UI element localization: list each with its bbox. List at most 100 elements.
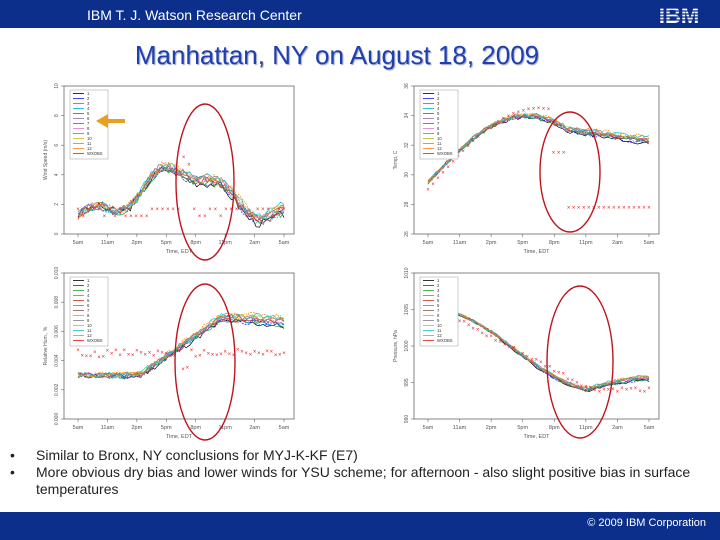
header-title: IBM T. J. Watson Research Center bbox=[87, 7, 302, 23]
obs-marker: × bbox=[466, 144, 470, 150]
legend-label: 7 bbox=[87, 308, 90, 313]
obs-marker: × bbox=[261, 207, 265, 213]
legend-label: 12 bbox=[437, 146, 442, 151]
obs-marker: × bbox=[620, 386, 624, 392]
obs-marker: × bbox=[638, 389, 642, 395]
obs-marker: × bbox=[517, 110, 521, 116]
obs-marker: × bbox=[647, 205, 651, 211]
obs-marker: × bbox=[572, 205, 576, 211]
obs-marker: × bbox=[80, 353, 84, 359]
legend-box bbox=[69, 89, 109, 160]
obs-marker: × bbox=[177, 348, 181, 354]
model-series-line bbox=[427, 112, 650, 183]
obs-marker: × bbox=[607, 205, 611, 211]
obs-marker: × bbox=[240, 207, 244, 213]
obs-marker: × bbox=[522, 108, 526, 114]
y-tick-label: 30 bbox=[404, 172, 410, 178]
obs-marker: × bbox=[232, 353, 236, 359]
x-tick-label: 5pm bbox=[517, 425, 528, 431]
obs-marker: × bbox=[539, 360, 543, 366]
obs-marker: × bbox=[527, 107, 531, 113]
legend-label: 6 bbox=[87, 303, 90, 308]
x-tick-label: 5am bbox=[73, 425, 84, 431]
obs-marker: × bbox=[224, 207, 228, 213]
obs-marker: × bbox=[616, 389, 620, 395]
legend-label: 11 bbox=[437, 328, 442, 333]
x-tick-label: 5am bbox=[644, 240, 655, 246]
obs-marker: × bbox=[548, 365, 552, 371]
obs-marker: × bbox=[553, 370, 557, 376]
obs-marker: × bbox=[124, 214, 128, 220]
obs-marker: × bbox=[532, 107, 536, 113]
obs-marker: × bbox=[103, 214, 107, 220]
obs-marker: × bbox=[557, 371, 561, 377]
legend-label: 1 bbox=[437, 91, 440, 96]
obs-marker: × bbox=[150, 207, 154, 213]
obs-marker: × bbox=[190, 348, 194, 354]
footer-bar: © 2009 IBM Corporation bbox=[0, 512, 720, 540]
obs-marker: × bbox=[637, 205, 641, 211]
legend-label: 10 bbox=[437, 136, 442, 141]
obs-marker: × bbox=[580, 384, 584, 390]
obs-marker: × bbox=[441, 170, 445, 176]
y-tick-label: 10 bbox=[54, 83, 60, 89]
obs-marker: × bbox=[476, 135, 480, 141]
obs-marker: × bbox=[643, 390, 647, 396]
legend-label: 2 bbox=[87, 283, 90, 288]
y-tick-label: 34 bbox=[404, 113, 410, 119]
obs-marker: × bbox=[642, 205, 646, 211]
x-axis-label: Time, EDT bbox=[523, 249, 550, 255]
obs-marker: × bbox=[76, 348, 80, 354]
obs-marker: × bbox=[502, 117, 506, 123]
obs-marker: × bbox=[602, 205, 606, 211]
x-axis-label: Time, EDT bbox=[166, 434, 193, 440]
y-tick-label: 0.008 bbox=[54, 296, 60, 309]
model-series-line bbox=[427, 112, 650, 182]
obs-marker: × bbox=[456, 154, 460, 160]
legend-label: 5 bbox=[437, 298, 440, 303]
obs-marker: × bbox=[134, 214, 138, 220]
obs-marker: × bbox=[187, 162, 191, 168]
obs-marker: × bbox=[76, 207, 80, 213]
obs-marker: × bbox=[265, 349, 269, 355]
obs-marker: × bbox=[607, 388, 611, 394]
obs-marker: × bbox=[277, 207, 281, 213]
x-tick-label: 5am bbox=[423, 240, 434, 246]
obs-marker: × bbox=[113, 214, 117, 220]
obs-marker: × bbox=[223, 349, 227, 355]
obs-marker: × bbox=[110, 351, 114, 357]
obs-marker: × bbox=[244, 351, 248, 357]
legend-label: 6 bbox=[437, 303, 440, 308]
obs-marker: × bbox=[160, 351, 164, 357]
legend-label: 1 bbox=[87, 278, 90, 283]
obs-marker: × bbox=[127, 352, 131, 358]
x-tick-label: 8pm bbox=[549, 425, 560, 431]
obs-marker: × bbox=[266, 207, 270, 213]
obs-marker: × bbox=[122, 348, 126, 354]
ibm-logo: IBM bbox=[652, 3, 706, 28]
model-series-line bbox=[77, 166, 285, 226]
obs-marker: × bbox=[131, 353, 135, 359]
obs-marker: × bbox=[461, 149, 465, 155]
legend-label: 8 bbox=[437, 313, 440, 318]
obs-marker: × bbox=[282, 351, 286, 357]
obs-marker: × bbox=[589, 386, 593, 392]
obs-marker: × bbox=[192, 207, 196, 213]
wind-speed-chart: 0 2 4 6 8 10 Wind Speed (m/s) 5am 11am 2pm 5pm 8pm 1… bbox=[43, 83, 295, 255]
y-axis-label: Pressure, hPa bbox=[393, 330, 399, 362]
legend-label: 10 bbox=[437, 323, 442, 328]
obs-marker: × bbox=[577, 205, 581, 211]
obs-marker: × bbox=[202, 348, 206, 354]
legend-label: 2 bbox=[437, 96, 440, 101]
x-tick-label: 2pm bbox=[132, 240, 143, 246]
legend-label: 8 bbox=[437, 126, 440, 131]
obs-marker: × bbox=[498, 340, 502, 346]
x-tick-label: 11pm bbox=[218, 425, 232, 431]
bullet-item: • Similar to Bronx, NY conclusions for M… bbox=[8, 447, 708, 464]
legend-label: 11 bbox=[87, 141, 92, 146]
obs-marker: × bbox=[567, 205, 571, 211]
obs-marker: × bbox=[593, 388, 597, 394]
legend-label: 9 bbox=[87, 131, 90, 136]
obs-marker: × bbox=[611, 387, 615, 393]
legend-label: WXOBS bbox=[437, 151, 453, 156]
